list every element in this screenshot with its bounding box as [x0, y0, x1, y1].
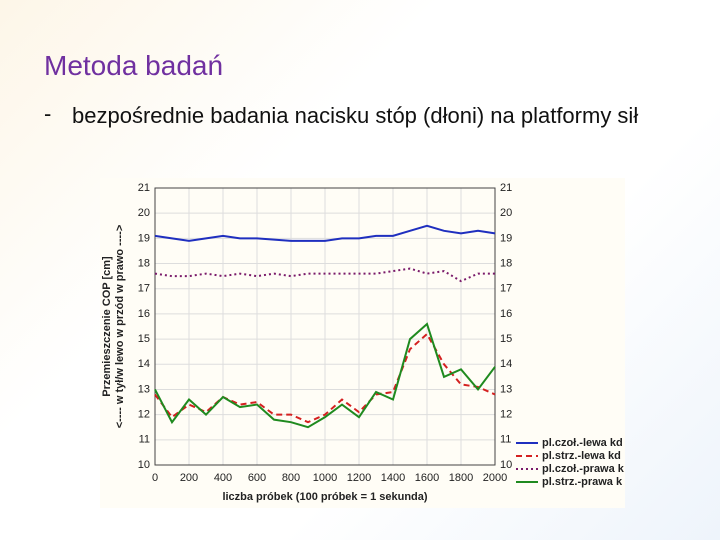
x-axis-label: liczba próbek (100 próbek = 1 sekunda): [222, 491, 427, 503]
y-tick-label: 14: [138, 358, 150, 370]
y2-tick-label: 17: [500, 283, 512, 295]
y2-tick-label: 20: [500, 207, 512, 219]
x-tick-label: 400: [214, 472, 232, 484]
x-tick-label: 2000: [483, 472, 507, 484]
y-tick-label: 17: [138, 283, 150, 295]
y2-tick-label: 14: [500, 358, 512, 370]
plot-frame: [154, 187, 496, 466]
y-tick-label: 16: [138, 308, 150, 320]
series-line: [154, 322, 496, 429]
x-tick-label: 600: [248, 472, 266, 484]
series-line: [154, 267, 495, 283]
x-tick-label: 800: [282, 472, 300, 484]
slide-title: Metoda badań: [44, 50, 224, 81]
legend-label: pl.czoł.-lewa kd: [542, 437, 623, 449]
y-tick-label: 10: [138, 459, 150, 471]
y2-tick-label: 15: [500, 333, 512, 345]
legend-label: pl.czoł.-prawa k: [542, 463, 625, 475]
y-tick-label: 13: [138, 383, 150, 395]
x-tick-label: 1400: [381, 472, 405, 484]
bullet-text: bezpośrednie badania nacisku stóp (dłoni…: [72, 103, 639, 128]
y-tick-label: 19: [138, 232, 150, 244]
x-tick-label: 1800: [449, 472, 473, 484]
x-tick-label: 0: [152, 472, 158, 484]
series-line: [154, 332, 496, 424]
y2-tick-label: 16: [500, 308, 512, 320]
x-tick-label: 200: [180, 472, 198, 484]
y2-tick-label: 10: [500, 459, 512, 471]
chart-background: [100, 178, 625, 508]
x-tick-label: 1200: [347, 472, 371, 484]
bullet-marker: -: [44, 101, 52, 126]
y2-tick-label: 11: [500, 434, 511, 446]
y2-tick-label: 21: [500, 182, 512, 194]
y-tick-label: 18: [138, 257, 150, 269]
y-axis-label: <---- w tył/w lewo w przód w prawo ---->: [114, 225, 126, 429]
y-tick-label: 12: [138, 409, 150, 421]
x-tick-label: 1600: [415, 472, 439, 484]
y-tick-label: 21: [138, 182, 150, 194]
x-tick-label: 1000: [313, 472, 337, 484]
y2-tick-label: 13: [500, 383, 512, 395]
legend-label: pl.strz.-lewa kd: [542, 450, 621, 462]
y-tick-label: 15: [138, 333, 150, 345]
y-tick-label: 20: [138, 207, 150, 219]
y2-tick-label: 12: [500, 409, 512, 421]
y2-tick-label: 19: [500, 232, 512, 244]
y-axis-label: Przemieszczenie COP [cm]: [101, 256, 113, 397]
y2-tick-label: 18: [500, 257, 512, 269]
series-line: [154, 224, 496, 242]
y-tick-label: 11: [139, 434, 150, 446]
legend-label: pl.strz.-prawa k: [542, 476, 623, 488]
